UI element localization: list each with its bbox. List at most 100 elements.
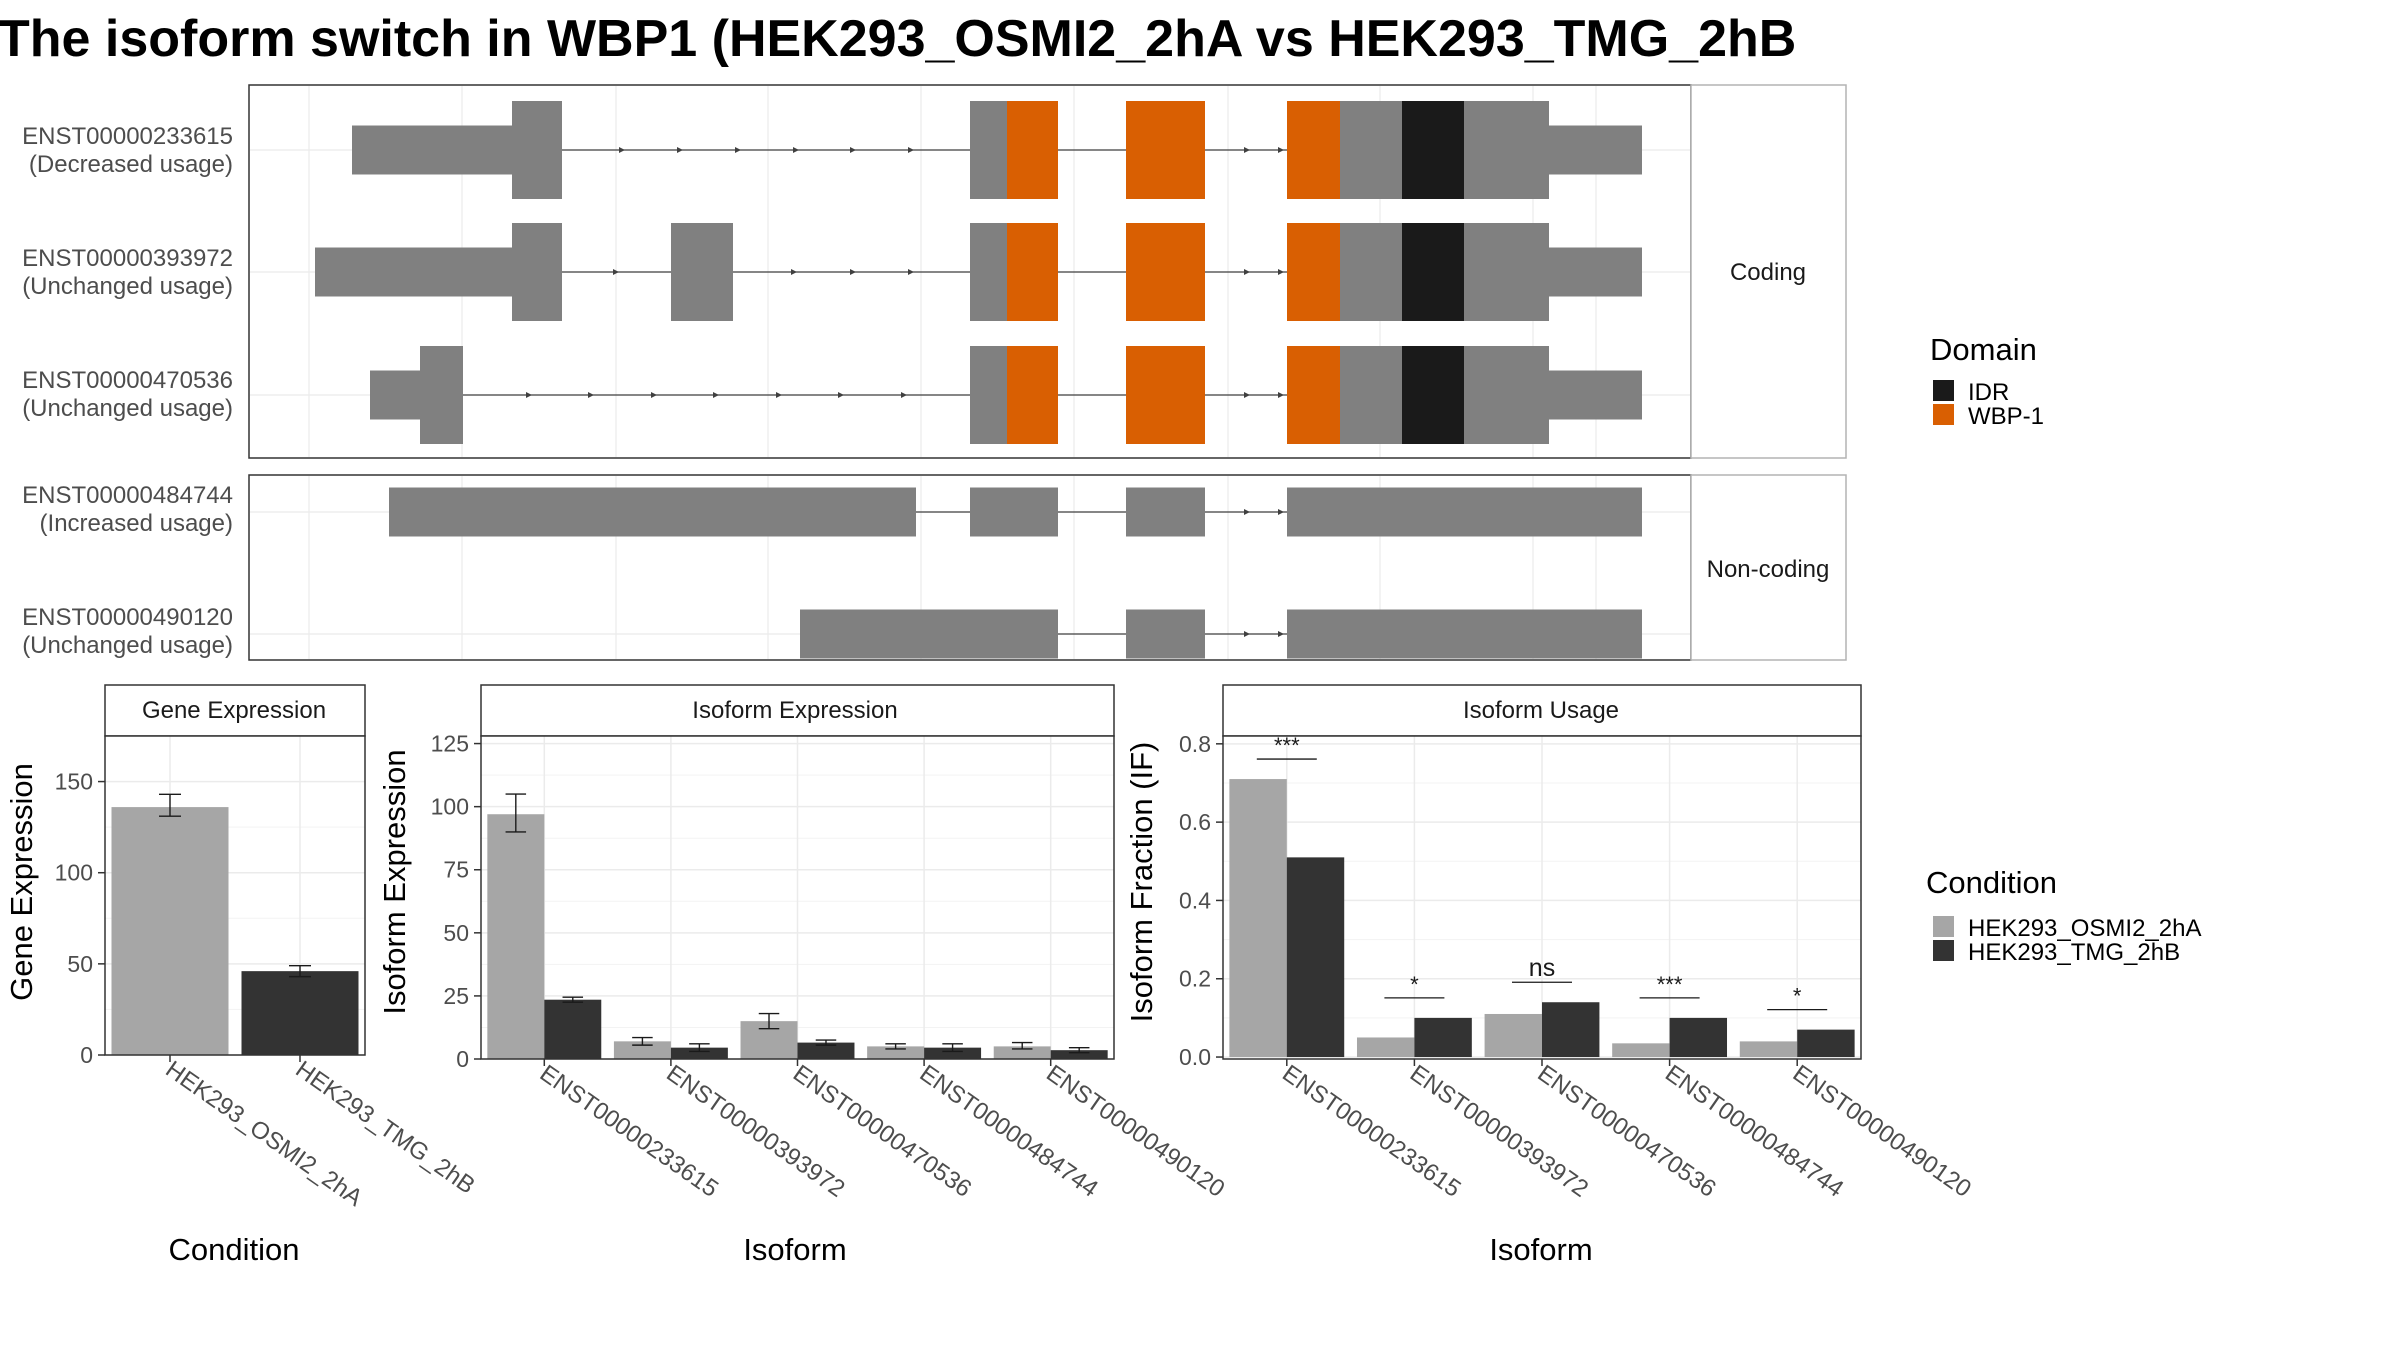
transcript-structure-plot: Coding Non-coding ENST00000233615 (Decre…: [22, 84, 1847, 661]
domain-idr: [1402, 223, 1464, 321]
domain-idr: [1402, 346, 1464, 444]
transcript-id-label: ENST00000484744: [22, 482, 233, 509]
bar: [867, 1046, 925, 1059]
coding-strip-label: Coding: [1730, 259, 1806, 286]
noncoding-strip-label: Non-coding: [1707, 556, 1830, 583]
chart-title-strip: [1222, 684, 1862, 737]
y-axis-title: Gene Expression: [4, 763, 39, 1001]
y-tick-label: 75: [443, 857, 469, 883]
domain-legend-title: Domain: [1930, 332, 2037, 367]
transcript-usage-label: (Unchanged usage): [22, 273, 233, 300]
bar: [241, 971, 359, 1055]
transcript-usage-label: (Increased usage): [40, 510, 233, 537]
intron-arrow: [908, 147, 914, 153]
y-tick-label: 125: [431, 731, 469, 757]
significance-label: ***: [1274, 733, 1300, 758]
significance-label: ***: [1657, 972, 1683, 997]
exon-utr: [315, 247, 512, 297]
bar: [1286, 857, 1345, 1058]
y-tick-label: 0.2: [1179, 966, 1211, 992]
significance-label: *: [1793, 984, 1802, 1009]
significance-label: *: [1410, 972, 1419, 997]
y-tick-label: 150: [55, 769, 93, 795]
bar: [1229, 779, 1287, 1058]
legend-key-cond-a: [1933, 916, 1954, 937]
bar: [1612, 1043, 1670, 1058]
y-tick-label: 0.6: [1179, 809, 1211, 835]
legend-label-cond-a: HEK293_OSMI2_2hA: [1968, 915, 2201, 942]
y-tick-label: 25: [443, 983, 469, 1009]
legend-key-idr: [1933, 380, 1954, 401]
intron-arrow: [1244, 147, 1250, 153]
gene-expression-chart: Gene Expression Condition Gene Expressio…: [4, 684, 480, 1267]
chart-title: Isoform Expression: [692, 697, 897, 724]
bar: [487, 814, 545, 1059]
exon-noncoding: [1126, 609, 1205, 659]
domain-wbp1: [1126, 346, 1205, 444]
exon-noncoding: [1126, 487, 1205, 537]
transcript-id-label: ENST00000470536: [22, 367, 233, 394]
exon-utr: [352, 125, 512, 175]
bar: [1050, 1050, 1108, 1059]
transcript-usage-label: (Unchanged usage): [22, 395, 233, 422]
domain-idr: [1402, 101, 1464, 199]
x-axis-title: Isoform: [1489, 1232, 1592, 1267]
exon-noncoding: [1287, 609, 1642, 659]
exon-cds: [1464, 223, 1549, 321]
legend-label-cond-b: HEK293_TMG_2hB: [1968, 939, 2180, 966]
bar: [544, 999, 602, 1059]
bar: [1797, 1029, 1855, 1058]
bar: [1414, 1017, 1472, 1058]
isoform-usage-chart: Isoform Usage Isoform Isoform Fraction (…: [1124, 684, 1976, 1267]
bar: [993, 1046, 1051, 1059]
x-axis-title: Isoform: [743, 1232, 846, 1267]
y-tick-label: 0.0: [1179, 1044, 1211, 1070]
chart-title-strip: [480, 684, 1115, 737]
y-axis-title: Isoform Fraction (IF): [1124, 742, 1159, 1023]
domain-wbp1: [1007, 346, 1058, 444]
intron-arrow: [713, 392, 719, 398]
intron-arrow: [1244, 269, 1250, 275]
intron-arrow: [1278, 509, 1284, 515]
intron-arrow: [793, 147, 799, 153]
exon-cds: [1340, 101, 1402, 199]
intron-arrow: [1244, 392, 1250, 398]
y-axis-title: Isoform Expression: [377, 749, 412, 1014]
legend-label-wbp1: WBP-1: [1968, 403, 2044, 430]
noncoding-panel: Non-coding: [248, 474, 1847, 661]
x-axis-title: Condition: [169, 1232, 300, 1267]
intron-arrow: [588, 392, 594, 398]
exon-cds: [512, 101, 562, 199]
legend-key-wbp1: [1933, 404, 1954, 425]
intron-arrow: [850, 147, 856, 153]
condition-legend-title: Condition: [1926, 865, 2057, 900]
exon-noncoding: [970, 487, 1058, 537]
intron-arrow: [1278, 631, 1284, 637]
exon-cds: [1340, 223, 1402, 321]
intron-arrow: [735, 147, 741, 153]
legend-label-idr: IDR: [1968, 379, 2009, 406]
bar: [1739, 1041, 1798, 1058]
intron-arrow: [619, 147, 625, 153]
exon-noncoding: [389, 487, 916, 537]
transcript-usage-label: (Decreased usage): [29, 151, 233, 178]
significance-label: ns: [1529, 954, 1555, 982]
legend-key-cond-b: [1933, 940, 1954, 961]
exon-utr: [1549, 125, 1642, 175]
exon-noncoding: [1287, 487, 1642, 537]
intron-arrow: [677, 147, 683, 153]
bar: [111, 807, 229, 1055]
exon-utr: [370, 370, 420, 420]
transcript-id-label: ENST00000233615: [22, 123, 233, 150]
intron-arrow: [776, 392, 782, 398]
y-tick-label: 0.4: [1179, 887, 1211, 913]
exon-cds: [970, 101, 1007, 199]
domain-wbp1: [1126, 101, 1205, 199]
y-tick-label: 100: [431, 794, 469, 820]
domain-wbp1: [1007, 101, 1058, 199]
domain-wbp1: [1287, 101, 1340, 199]
intron-arrow: [526, 392, 532, 398]
condition-legend: Condition HEK293_OSMI2_2hA HEK293_TMG_2h…: [1926, 865, 2201, 966]
noncoding-strip: [1690, 474, 1847, 661]
domain-wbp1: [1007, 223, 1058, 321]
